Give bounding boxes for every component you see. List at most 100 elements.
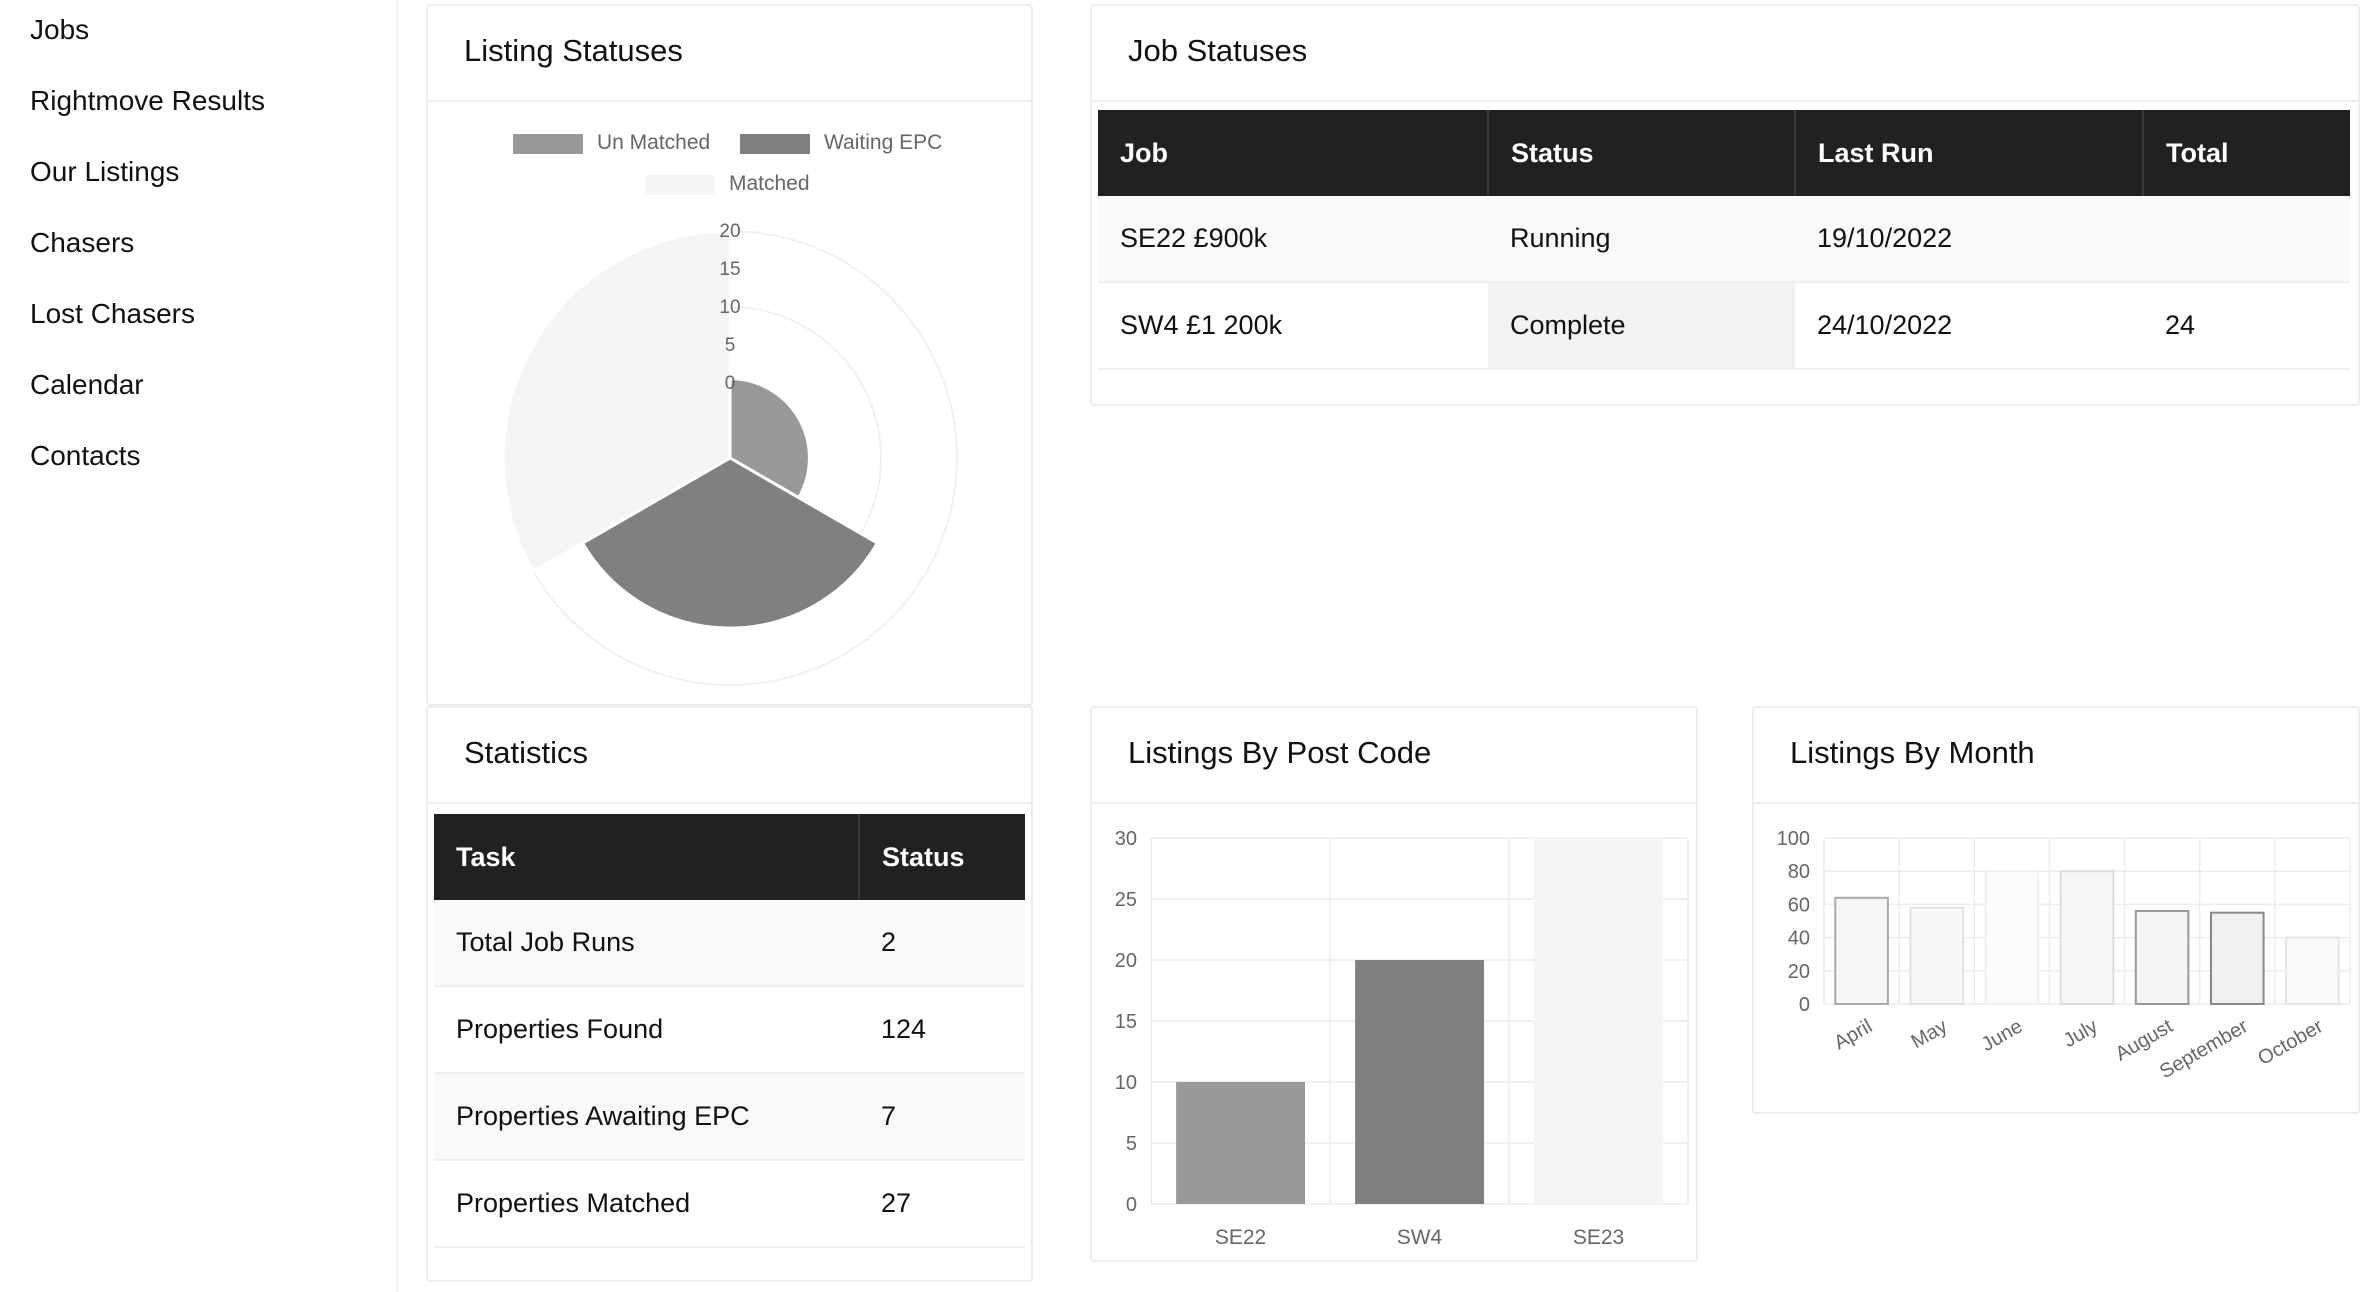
listing-statuses-polar-chart: Un Matched Waiting EPC Matched 20 15 10 … <box>501 131 958 686</box>
legend-swatch-waiting-epc[interactable] <box>740 134 810 154</box>
y-tick-label: 5 <box>1126 1133 1137 1155</box>
cell-last-run: 24/10/2022 <box>1795 282 2143 370</box>
table-row[interactable]: Properties Found 124 <box>434 986 1025 1074</box>
cell-task: Properties Found <box>434 986 859 1074</box>
bar-may[interactable] <box>1909 906 1964 1005</box>
chart-legend: Un Matched Waiting EPC Matched <box>513 131 942 195</box>
cell-job: SW4 £1 200k <box>1098 282 1488 370</box>
card-header: Listings By Post Code <box>1092 708 1696 804</box>
card-title: Listings By Month <box>1790 735 2035 770</box>
column-header-total[interactable]: Total <box>2143 110 2350 196</box>
table-row[interactable]: Properties Matched 27 <box>434 1160 1025 1248</box>
polar-tick-label: 10 <box>719 297 740 318</box>
x-tick-label: June <box>1978 1015 2027 1056</box>
polar-tick-label: 5 <box>725 335 736 356</box>
cell-status: 124 <box>859 986 1025 1074</box>
y-tick-label: 100 <box>1777 828 1810 850</box>
card-title: Listings By Post Code <box>1128 735 1432 770</box>
sidebar: Jobs Rightmove Results Our Listings Chas… <box>0 0 398 1292</box>
sidebar-item-chasers[interactable]: Chasers <box>30 227 135 258</box>
table-row[interactable]: Properties Awaiting EPC 7 <box>434 1073 1025 1161</box>
card-title: Statistics <box>464 735 589 770</box>
sidebar-item-contacts[interactable]: Contacts <box>30 440 141 471</box>
x-tick-label: July <box>2060 1015 2102 1052</box>
column-header-status[interactable]: Status <box>859 814 1025 900</box>
y-tick-label: 25 <box>1115 889 1137 911</box>
polar-tick-label: 15 <box>719 259 740 280</box>
bar-june[interactable] <box>1984 870 2040 1005</box>
sidebar-item-lost-chasers[interactable]: Lost Chasers <box>30 298 195 329</box>
legend-label-waiting-epc: Waiting EPC <box>824 131 942 154</box>
cell-status: 7 <box>859 1073 1025 1161</box>
x-tick-label: May <box>1907 1015 1951 1053</box>
y-tick-label: 0 <box>1126 1194 1137 1216</box>
column-header-status[interactable]: Status <box>1488 110 1796 196</box>
table-header-row: Job Status Last Run Total <box>1098 110 2350 196</box>
bar-october[interactable] <box>2285 936 2340 1006</box>
cell-last-run: 19/10/2022 <box>1795 196 2143 283</box>
bar-sw4[interactable] <box>1355 960 1484 1204</box>
y-tick-label: 0 <box>1799 994 1810 1016</box>
table-row[interactable]: Total Job Runs 2 <box>434 900 1025 987</box>
cell-total: 24 <box>2143 282 2350 370</box>
legend-label-matched: Matched <box>729 172 810 195</box>
sidebar-item-calendar[interactable]: Calendar <box>30 369 144 400</box>
listings-by-month-card: Listings By Month 0 20 40 60 80 100 April May Ju… <box>1752 706 2360 1114</box>
card-header: Listing Statuses <box>428 6 1031 102</box>
x-tick-label: October <box>2254 1015 2327 1070</box>
sidebar-item-jobs[interactable]: Jobs <box>30 14 90 45</box>
sidebar-item-our-listings[interactable]: Our Listings <box>30 156 180 187</box>
listings-by-post-code-card: Listings By Post Code 0 5 10 15 20 25 30 SE22 SW… <box>1090 706 1698 1262</box>
bar-se23[interactable] <box>1534 838 1663 1204</box>
column-header-job[interactable]: Job <box>1098 110 1489 196</box>
bar-july[interactable] <box>2059 870 2115 1005</box>
polar-tick-label: 20 <box>719 221 740 242</box>
y-tick-label: 20 <box>1788 961 1810 983</box>
sidebar-item-rightmove-results[interactable]: Rightmove Results <box>30 85 265 116</box>
bar-august[interactable] <box>2134 910 2190 1005</box>
statistics-card: Statistics Task Status Total Job Runs 2 … <box>426 706 1033 1282</box>
job-statuses-table: Job Status Last Run Total SE22 £900k Run… <box>1098 110 2350 370</box>
cell-status: Running <box>1488 196 1795 283</box>
polar-tick-label: 0 <box>725 373 736 394</box>
cell-status: 27 <box>859 1160 1025 1248</box>
table-row[interactable]: SW4 £1 200k Complete 24/10/2022 24 <box>1098 282 2350 370</box>
legend-swatch-matched[interactable] <box>645 175 715 195</box>
y-tick-label: 60 <box>1788 894 1810 916</box>
polar-scale: 20 15 10 5 0 <box>719 221 740 394</box>
bar-september[interactable] <box>2210 911 2265 1005</box>
card-header: Listings By Month <box>1754 708 2358 804</box>
x-tick-label: SE23 <box>1573 1226 1624 1249</box>
polar-segment-waiting-epc[interactable] <box>580 456 880 630</box>
legend-swatch-un-matched[interactable] <box>513 134 583 154</box>
x-tick-label: April <box>1830 1015 1876 1054</box>
listings-by-post-code-bar-chart: 0 5 10 15 20 25 30 SE22 SW4 SE23 <box>1115 828 1689 1249</box>
table-row[interactable]: SE22 £900k Running 19/10/2022 <box>1098 196 2350 283</box>
cell-task: Properties Awaiting EPC <box>434 1073 859 1161</box>
polar-segments <box>501 229 880 630</box>
cell-status: 2 <box>859 900 1025 987</box>
cell-total <box>2143 196 2350 283</box>
listing-statuses-card: Listing Statuses Un Matched Waiting EPC … <box>426 4 1033 706</box>
bar-se22[interactable] <box>1176 1082 1305 1204</box>
card-header: Job Statuses <box>1092 6 2358 102</box>
y-tick-label: 30 <box>1115 828 1137 850</box>
x-tick-label: SW4 <box>1397 1226 1443 1249</box>
polar-segment-matched[interactable] <box>501 229 732 574</box>
cell-job: SE22 £900k <box>1098 196 1488 283</box>
legend-label-un-matched: Un Matched <box>597 131 710 154</box>
card-title: Job Statuses <box>1128 33 1308 68</box>
cell-task: Properties Matched <box>434 1160 859 1248</box>
column-header-last-run[interactable]: Last Run <box>1795 110 2144 196</box>
cell-status: Complete <box>1488 282 1795 370</box>
statistics-table: Task Status Total Job Runs 2 Properties … <box>434 814 1025 1248</box>
x-tick-label: SE22 <box>1215 1226 1266 1249</box>
y-tick-label: 15 <box>1115 1011 1137 1033</box>
card-title: Listing Statuses <box>464 33 683 68</box>
column-header-task[interactable]: Task <box>434 814 860 900</box>
y-tick-label: 10 <box>1115 1072 1137 1094</box>
y-tick-label: 40 <box>1788 928 1810 950</box>
card-header: Statistics <box>428 708 1031 804</box>
bar-april[interactable] <box>1834 896 1889 1005</box>
